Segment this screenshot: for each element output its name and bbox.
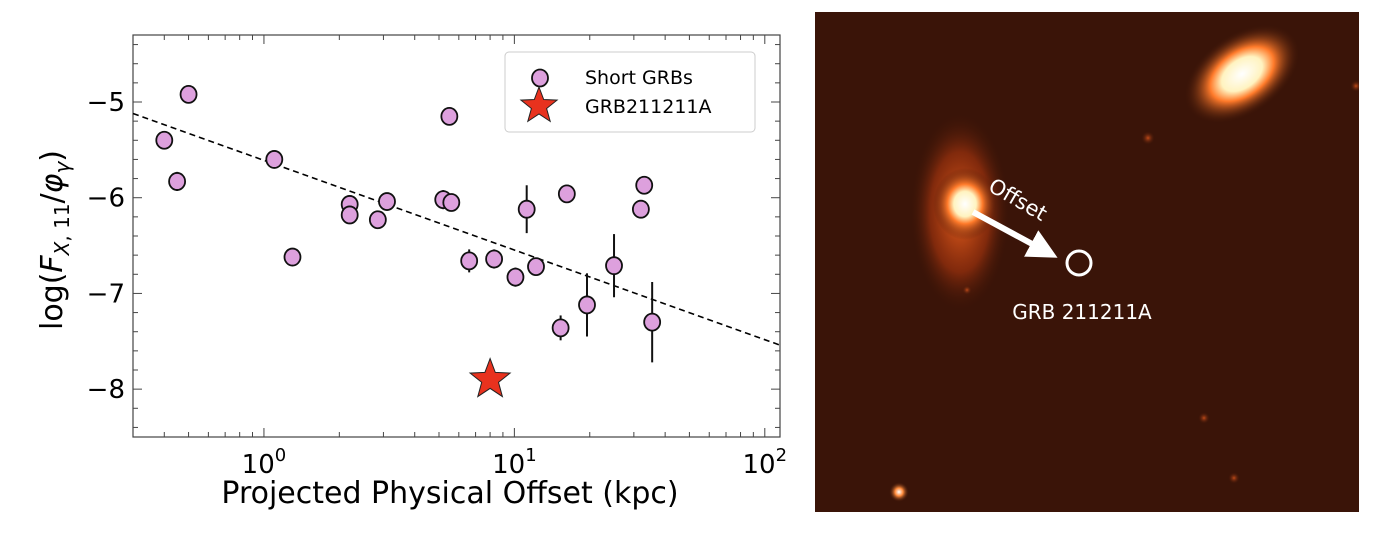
short-grb-point [551,318,570,338]
short-grb-point [485,249,504,269]
y-tick-label: −8 [87,375,125,405]
short-grb-point [179,84,198,104]
x-tick-label: 102 [743,445,788,480]
short-grb-point [265,150,284,169]
bright-galaxy [1184,24,1300,124]
faint-source [1141,131,1155,145]
faint-source [1198,412,1210,424]
short-grb-point [442,193,461,212]
short-grb-point [557,184,576,204]
short-grb-point [378,192,396,211]
y-tick-label: −7 [87,279,125,309]
host-galaxy-core [933,168,997,240]
y-tick-label: −6 [87,184,125,214]
short-grb-point [527,257,545,277]
short-grb-point [168,172,186,191]
star-source [889,482,909,502]
legend [504,51,756,133]
short-grb-point [340,205,359,225]
short-grb-point [578,295,596,315]
x-tick-label: 101 [492,445,537,480]
grb-position-marker [1065,249,1093,277]
faint-source [1228,472,1240,484]
short-grb-point [605,256,623,276]
short-grb-point [283,247,302,267]
short-grb-point [506,267,525,287]
fit-line [132,112,781,346]
short-grb-point [460,251,479,271]
legend-star-marker [519,85,559,123]
legend-label-short-grbs: Short GRBs [585,67,693,89]
grb211211a-star-point [468,357,512,398]
grb-label: GRB 211211A [1012,300,1152,324]
offset-arrow [971,209,1058,258]
faint-source [1350,80,1359,92]
short-grb-point [635,175,654,195]
short-grb-point [368,210,387,230]
short-grb-point [517,199,536,219]
legend-label-grb211211a: GRB211211A [585,96,712,118]
faint-source [962,285,972,295]
y-axis-label: log(FX, 11/φγ) [35,150,74,330]
short-grb-point [440,106,459,126]
scatter-chart: 100 101 102 −5 −6 −7 −8 Short GRBs GRB211211A lo… [35,34,788,511]
short-grb-point [631,199,650,219]
x-tick-label: 100 [242,445,287,480]
y-tick-label: −5 [87,88,125,118]
x-axis-label: Projected Physical Offset (kpc) [221,476,678,511]
legend-circle-marker [531,68,549,88]
short-grb-point [643,312,662,332]
short-grb-point [155,130,174,150]
host-galaxy-image: Offset GRB 211211A [815,12,1359,512]
